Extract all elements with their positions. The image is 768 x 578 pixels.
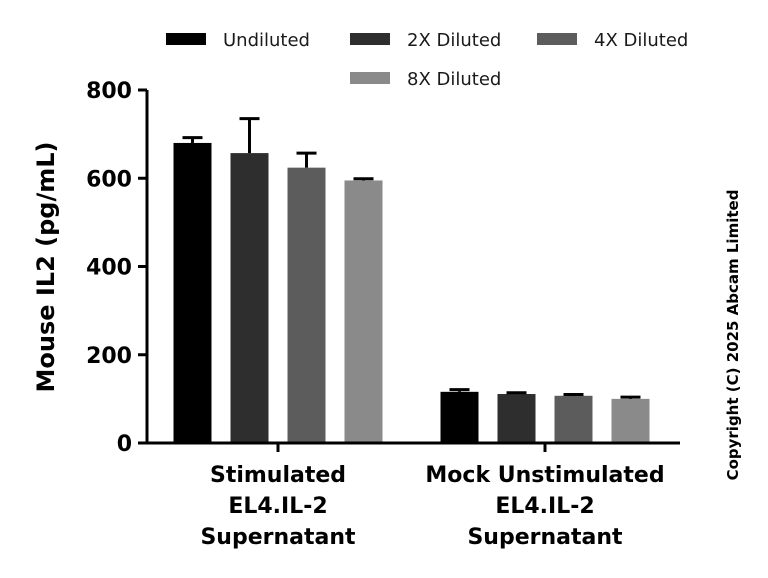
y-tick-label-200: 200 bbox=[86, 344, 132, 369]
x-category-label-2-line-2: EL4.IL-2 bbox=[495, 494, 594, 519]
legend-label-1: Undiluted bbox=[223, 30, 310, 51]
y-tick-label-600: 600 bbox=[86, 167, 132, 192]
legend-swatch-4 bbox=[350, 72, 390, 84]
bar-2-series-4 bbox=[611, 398, 650, 443]
legend-swatch-3 bbox=[537, 33, 577, 45]
y-axis-label: Mouse IL2 (pg/mL) bbox=[32, 141, 60, 392]
x-category-label-2-line-1: Mock Unstimulated bbox=[425, 463, 664, 488]
axes: 0 200 400 600 800 Stimulated EL4.IL-2 Supernata… bbox=[86, 79, 680, 550]
x-category-label-2-line-3: Supernatant bbox=[467, 525, 623, 550]
bar-1-series-1 bbox=[173, 142, 212, 443]
bar-2-series-3 bbox=[554, 395, 593, 443]
bar-1-series-2 bbox=[230, 153, 269, 443]
bars bbox=[173, 117, 650, 444]
bar-1-series-3 bbox=[287, 167, 326, 443]
legend-label-4: 8X Diluted bbox=[407, 69, 501, 90]
legend: Undiluted 2X Diluted 4X Diluted 8X Diluted bbox=[166, 30, 688, 90]
legend-swatch-2 bbox=[350, 33, 390, 45]
legend-swatch-1 bbox=[166, 33, 206, 45]
bar-1-series-4 bbox=[344, 180, 383, 444]
bar-2-series-2 bbox=[497, 394, 536, 443]
y-tick-label-800: 800 bbox=[86, 79, 132, 104]
y-tick-label-0: 0 bbox=[117, 432, 132, 457]
x-category-label-1-line-1: Stimulated bbox=[210, 463, 346, 488]
legend-label-3: 4X Diluted bbox=[594, 30, 688, 51]
copyright-text: Copyright (C) 2025 Abcam Limited bbox=[724, 190, 742, 481]
x-category-label-1-line-2: EL4.IL-2 bbox=[228, 494, 327, 519]
bar-2-series-1 bbox=[440, 391, 479, 443]
y-tick-label-400: 400 bbox=[86, 256, 132, 281]
legend-label-2: 2X Diluted bbox=[407, 30, 501, 51]
x-category-label-1-line-3: Supernatant bbox=[200, 525, 356, 550]
